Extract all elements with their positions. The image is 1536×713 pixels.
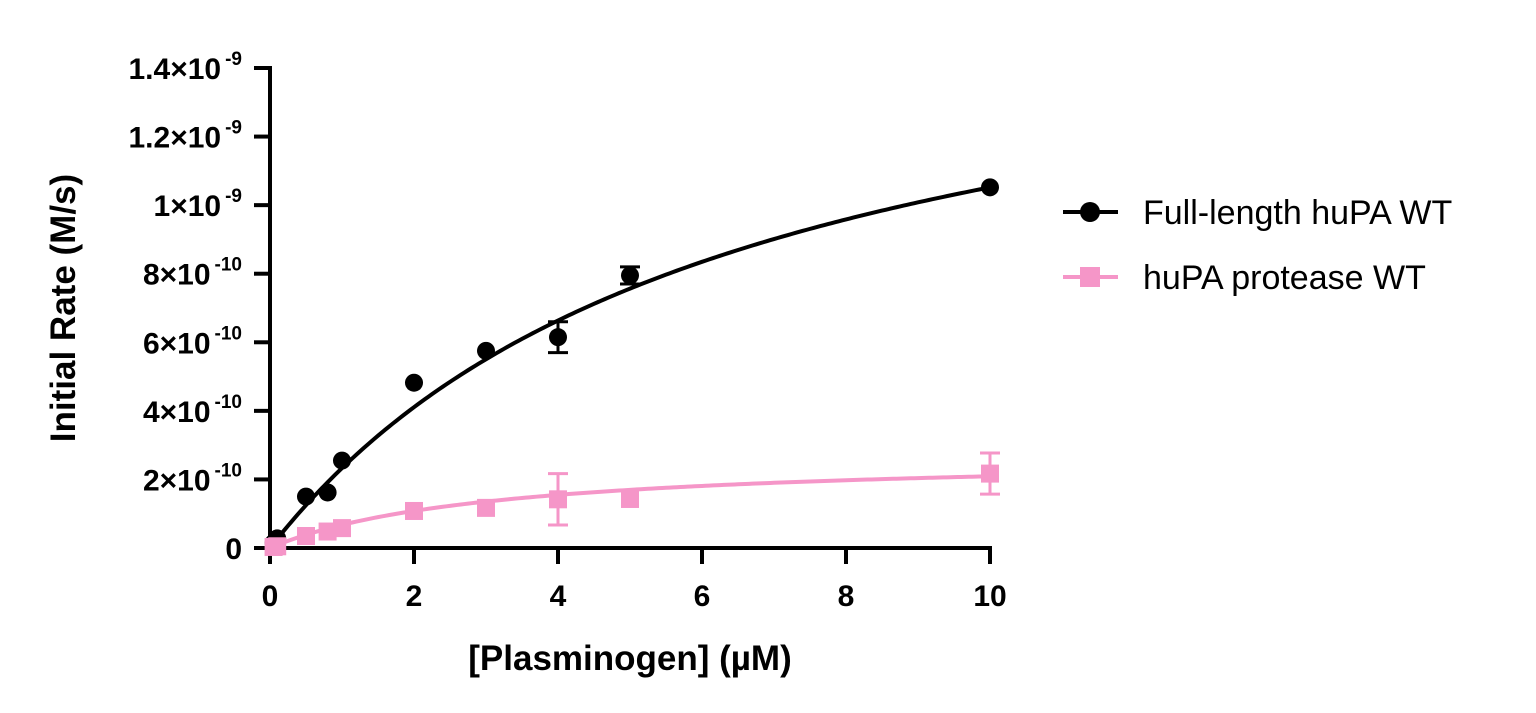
data-point xyxy=(318,483,337,502)
data-point xyxy=(297,487,315,506)
y-tick-mantissa: 0 xyxy=(225,533,242,566)
y-tick-exponent: -10 xyxy=(215,255,242,276)
x-tick-label: 10 xyxy=(973,580,1006,613)
data-point xyxy=(333,451,351,470)
legend-item-1: huPA protease WT xyxy=(1063,259,1426,297)
legend-label: huPA protease WT xyxy=(1143,259,1426,297)
y-tick-exponent: -10 xyxy=(215,460,242,481)
series-1 xyxy=(264,451,1000,556)
data-point xyxy=(477,498,495,517)
y-tick-label: 6×10 -10 xyxy=(143,323,242,360)
y-tick-label: 8×10 -10 xyxy=(143,255,242,292)
x-tick-label: 0 xyxy=(262,580,279,613)
legend-label: Full-length huPA WT xyxy=(1143,194,1452,232)
y-axis-title: Initial Rate (M/s) xyxy=(44,174,83,442)
data-point xyxy=(621,489,639,508)
y-tick-group: 02×10 -104×10 -106×10 -108×10 -101×10 -91.2×1… xyxy=(129,49,270,566)
y-tick-exponent: -10 xyxy=(215,323,242,344)
y-tick-exponent: -9 xyxy=(225,118,242,139)
data-point xyxy=(549,328,567,347)
x-tick-group: 0 2 4 6 8 10 xyxy=(262,548,1007,613)
y-tick-exponent: -9 xyxy=(225,186,242,207)
axes-group xyxy=(268,66,992,550)
data-point xyxy=(981,178,999,197)
data-point xyxy=(268,537,287,556)
y-tick-label: 0 xyxy=(225,533,242,566)
y-tick-label: 2×10 -10 xyxy=(143,460,242,497)
data-point xyxy=(297,527,315,545)
data-point xyxy=(405,373,423,392)
legend-marker-circle-icon xyxy=(1080,202,1100,222)
y-tick-label: 1.4×10 -9 xyxy=(129,49,243,86)
y-tick-mantissa: 1.4×10 xyxy=(129,53,222,86)
series-group xyxy=(264,178,1000,556)
legend: Full-length huPA WT huPA protease WT xyxy=(1063,194,1452,297)
x-axis-title: [Plasminogen] (µM) xyxy=(468,639,792,678)
x-tick-label: 8 xyxy=(838,580,855,613)
y-tick-label: 1.2×10 -9 xyxy=(129,118,243,155)
x-tick-label: 2 xyxy=(406,580,423,613)
data-point xyxy=(318,522,337,541)
fit-curve xyxy=(268,185,991,550)
x-tick-label: 4 xyxy=(550,580,567,613)
y-tick-mantissa: 1.2×10 xyxy=(129,122,222,155)
y-tick-mantissa: 1×10 xyxy=(154,190,222,223)
data-point xyxy=(333,519,351,538)
y-tick-mantissa: 8×10 xyxy=(143,259,211,292)
data-point xyxy=(621,266,639,285)
x-tick-label: 6 xyxy=(694,580,711,613)
fit-curve xyxy=(269,474,991,550)
legend-item-0: Full-length huPA WT xyxy=(1063,194,1452,232)
y-tick-label: 4×10 -10 xyxy=(143,392,242,429)
y-tick-exponent: -9 xyxy=(225,49,242,70)
legend-marker-square-icon xyxy=(1080,267,1100,287)
data-point xyxy=(405,501,423,520)
data-point xyxy=(549,490,567,509)
y-tick-label: 1×10 -9 xyxy=(154,186,242,223)
data-point xyxy=(981,464,999,483)
y-tick-mantissa: 6×10 xyxy=(143,327,211,360)
y-tick-exponent: -10 xyxy=(215,392,242,413)
y-tick-mantissa: 2×10 xyxy=(143,464,211,497)
data-point xyxy=(477,341,495,360)
y-tick-mantissa: 4×10 xyxy=(143,396,211,429)
